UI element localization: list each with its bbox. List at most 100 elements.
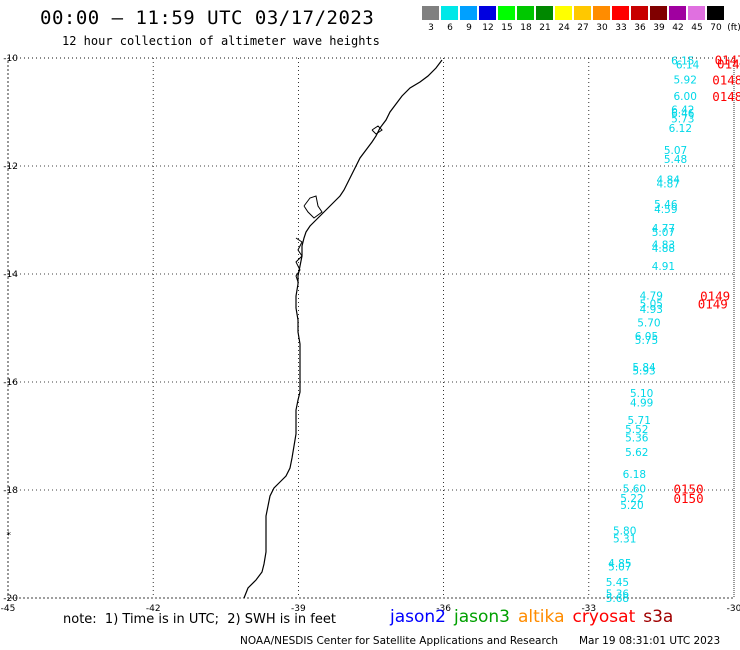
scale-swatch xyxy=(593,6,610,20)
satellite-legend: jason2 jason3 altika cryosat s3a xyxy=(390,607,681,627)
swh-value: 5.70 xyxy=(637,318,660,330)
swh-value: 5.07 xyxy=(664,145,687,157)
scale-label: 15 xyxy=(501,23,513,33)
swh-value: 5.05 xyxy=(640,299,663,311)
swh-value: 4.84 xyxy=(657,175,681,187)
pass-time: 0150 xyxy=(674,491,704,506)
scale-label: 36 xyxy=(634,23,646,33)
scale-label: 33 xyxy=(615,23,627,33)
swh-value: 4.93 xyxy=(640,304,663,316)
swh-value: 5.36 xyxy=(625,433,649,445)
pass-time: 0148 xyxy=(712,89,740,104)
scale-swatch xyxy=(517,6,534,20)
scale-swatch xyxy=(612,6,629,20)
latitude-tick-label: -10 xyxy=(3,54,18,64)
scale-swatch xyxy=(574,6,591,20)
scale-label: 70 xyxy=(710,23,722,33)
scale-swatch xyxy=(669,6,686,20)
pass-time: 0147 xyxy=(717,56,740,71)
generated-timestamp: Mar 19 08:31:01 UTC 2023 xyxy=(579,635,721,647)
swh-value: 5.92 xyxy=(674,75,697,87)
map-frame xyxy=(7,57,735,599)
scale-label: 30 xyxy=(596,23,608,33)
swh-value: 4.99 xyxy=(630,398,653,410)
credit-text: NOAA/NESDIS Center for Satellite Applica… xyxy=(240,635,558,647)
swh-value: 6.05 xyxy=(635,331,658,343)
latitude-tick-label: -14 xyxy=(3,270,18,280)
map-grid: -45 -42 -39 -36 -33 -30 -10 -12 -14 -16 -18 -20 xyxy=(1,54,740,614)
satellite-legend-item: jason2 xyxy=(390,607,446,627)
satellite-legend-item: cryosat xyxy=(572,607,636,627)
swh-value: 6.18 xyxy=(623,469,646,481)
swh-value: 4.91 xyxy=(652,261,675,273)
scale-label: 21 xyxy=(539,23,551,33)
pass-time: 0150 xyxy=(674,481,704,496)
swh-value: 5.48 xyxy=(664,154,687,166)
scale-label: 27 xyxy=(577,23,589,33)
scale-swatch xyxy=(479,6,496,20)
swh-value: 4.87 xyxy=(657,178,680,190)
coast-tick-mark: * xyxy=(6,531,11,541)
swh-value: 5.45 xyxy=(606,577,629,589)
scale-swatch xyxy=(498,6,515,20)
latitude-tick-label: -16 xyxy=(3,378,18,388)
coast-marker: * xyxy=(6,531,11,541)
scale-swatch xyxy=(707,6,724,20)
swh-value: 5.22 xyxy=(620,493,643,505)
scale-swatch xyxy=(650,6,667,20)
footer-note: note: 1) Time is in UTC; 2) SWH is in fe… xyxy=(63,612,336,627)
swh-value: 5.46 xyxy=(654,199,678,211)
swh-value: 6.15 xyxy=(671,56,694,68)
swh-value: 5.07 xyxy=(608,562,631,574)
swh-value: 4.88 xyxy=(652,243,675,255)
scale-swatch xyxy=(536,6,553,20)
swh-value: 4.85 xyxy=(608,558,631,570)
scale-label: 45 xyxy=(691,23,703,33)
swh-value: 5.75 xyxy=(635,335,658,347)
pass-time: 0147 xyxy=(715,53,740,68)
longitude-tick-label: -36 xyxy=(436,604,451,614)
coastline-inlet xyxy=(371,125,383,135)
scale-swatch xyxy=(688,6,705,20)
swh-value: 4.77 xyxy=(652,223,675,235)
coastline-path xyxy=(243,59,443,599)
coastline-bay xyxy=(303,195,323,219)
longitude-tick-label: -45 xyxy=(1,604,16,614)
swh-value: 4.59 xyxy=(654,204,677,216)
pass-time-labels: 01470147014801480149014901500150 xyxy=(674,53,740,506)
scale-label: 18 xyxy=(520,23,532,33)
scale-swatch xyxy=(555,6,572,20)
swh-value: 6.12 xyxy=(669,123,692,135)
scale-label: 9 xyxy=(466,23,472,33)
longitude-tick-label: -33 xyxy=(581,604,596,614)
swh-value: 4.79 xyxy=(640,291,663,303)
longitude-tick-label: -39 xyxy=(291,604,306,614)
swh-value: 5.60 xyxy=(623,483,646,495)
scale-label: 6 xyxy=(447,23,453,33)
swh-value: 6.00 xyxy=(674,91,697,103)
swh-value: 5.68 xyxy=(606,593,629,605)
scale-label: 3 xyxy=(428,23,434,33)
swh-value: 6.14 xyxy=(676,59,700,71)
longitude-tick-label: -42 xyxy=(146,604,161,614)
satellite-legend-item: altika xyxy=(518,607,565,627)
map-title: 00:00 – 11:59 UTC 03/17/2023 xyxy=(40,7,375,29)
coastline-islands xyxy=(295,237,303,283)
latitude-tick-label: -12 xyxy=(3,162,18,172)
satellite-legend-item: s3a xyxy=(643,607,674,627)
swh-value: 5.36 xyxy=(606,589,630,601)
latitude-tick-label: -18 xyxy=(3,486,18,496)
scale-swatch xyxy=(422,6,439,20)
swh-value: 5.07 xyxy=(652,227,675,239)
swh-value: 6.42 xyxy=(671,104,694,116)
swh-value: 5.20 xyxy=(620,500,643,512)
swh-value: 5.93 xyxy=(632,366,655,378)
swh-value: 5.73 xyxy=(671,113,694,125)
scale-swatch xyxy=(460,6,477,20)
swh-value: 4.83 xyxy=(652,239,675,251)
swh-value: 6.46 xyxy=(671,108,695,120)
scale-label: 42 xyxy=(672,23,684,33)
swh-value: 5.80 xyxy=(613,526,636,538)
coastline xyxy=(243,59,443,599)
longitude-tick-label: -30 xyxy=(727,604,740,614)
